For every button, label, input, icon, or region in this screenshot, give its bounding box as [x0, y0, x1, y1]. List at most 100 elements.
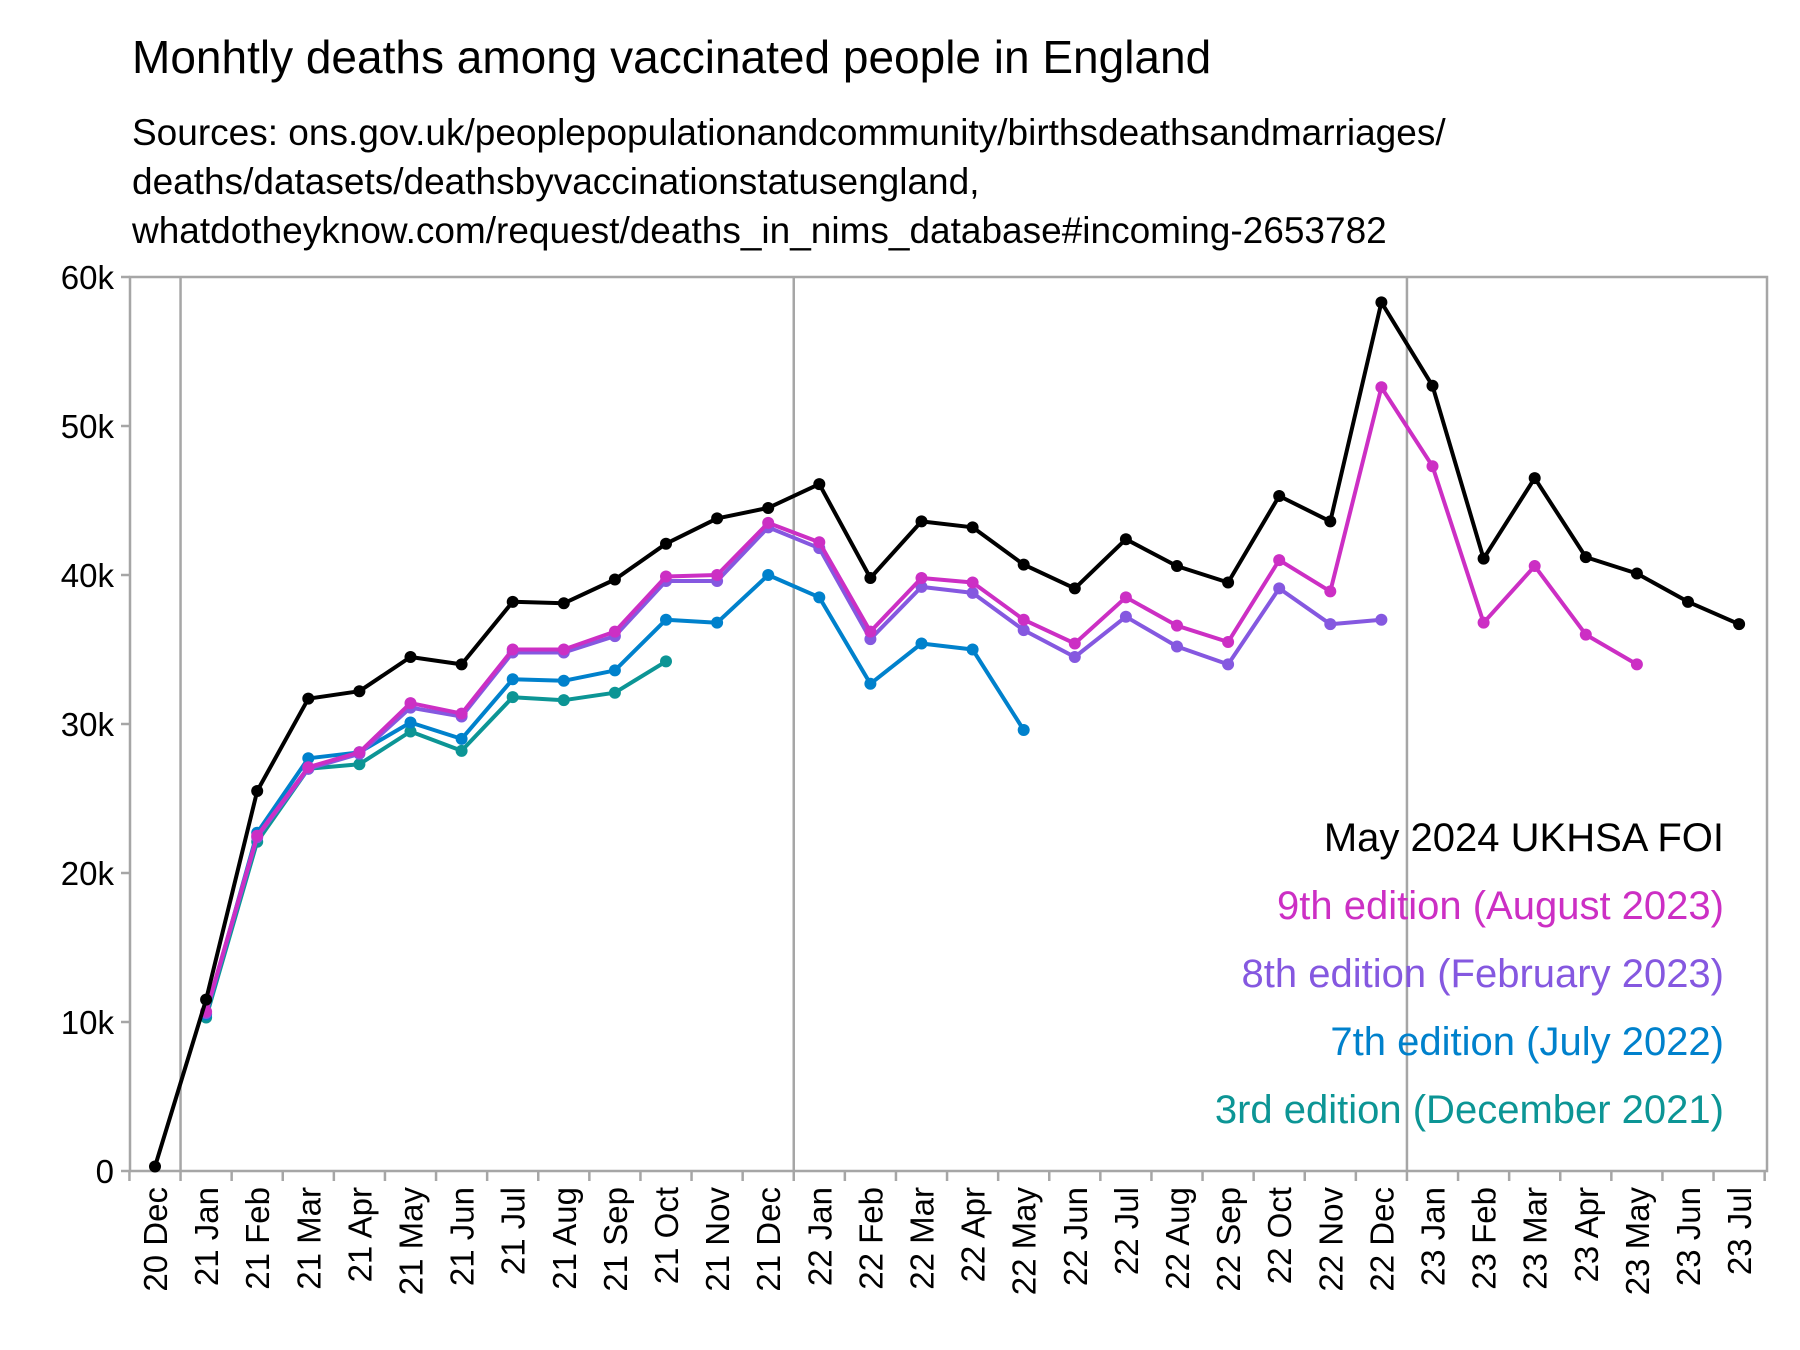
data-point [1630, 658, 1643, 671]
data-point [1630, 567, 1643, 580]
legend-entry: 7th edition (July 2022) [1330, 1020, 1724, 1064]
data-point [302, 761, 315, 774]
x-tick-label: 22 Dec [1363, 1187, 1400, 1292]
data-point [1017, 613, 1030, 626]
data-point [813, 478, 826, 491]
subtitle-line: deaths/datasets/deathsbyvaccinationstatu… [132, 161, 980, 202]
x-tick-label: 22 Sep [1210, 1187, 1247, 1292]
data-point [966, 521, 979, 534]
subtitle-line: whatdotheyknow.com/request/deaths_in_nim… [132, 210, 1387, 251]
legend-entry: 9th edition (August 2023) [1277, 884, 1724, 928]
data-point [660, 537, 672, 550]
data-point [813, 591, 826, 604]
data-point [404, 697, 417, 710]
x-tick-label: 20 Dec [137, 1187, 174, 1292]
y-tick-label: 0 [96, 1153, 114, 1190]
x-tick-label: 21 May [393, 1187, 430, 1296]
data-point [762, 569, 775, 581]
x-tick-label: 22 May [1006, 1187, 1043, 1296]
data-point [1426, 379, 1439, 392]
data-point [915, 637, 928, 650]
x-tick-label: 22 Apr [955, 1187, 992, 1282]
data-point [1579, 628, 1592, 641]
legend-entry: May 2024 UKHSA FOI [1324, 816, 1724, 860]
data-point [660, 613, 672, 626]
x-tick-label: 23 Apr [1568, 1187, 1605, 1282]
y-tick-label: 60k [61, 259, 115, 296]
data-point [966, 576, 979, 589]
x-tick-label: 22 Jan [801, 1187, 838, 1286]
data-point [1068, 650, 1081, 663]
subtitle-line: Sources: ons.gov.uk/peoplepopulationandc… [132, 112, 1446, 153]
data-point [660, 655, 672, 668]
y-tick-label: 50k [61, 408, 115, 445]
x-tick-label: 22 Nov [1312, 1187, 1349, 1292]
x-tick-label: 21 Oct [648, 1187, 685, 1284]
data-point [762, 501, 775, 514]
data-point [1273, 554, 1286, 567]
x-tick-label: 21 Apr [341, 1187, 378, 1282]
legend-entry: 3rd edition (December 2021) [1215, 1088, 1724, 1132]
data-point [1068, 582, 1081, 595]
x-tick-label: 21 Dec [750, 1187, 787, 1292]
data-point [353, 685, 366, 698]
year-divider-lines [179, 277, 1409, 1171]
data-point [1579, 551, 1592, 564]
x-tick-label: 21 Feb [239, 1187, 276, 1290]
data-point [1017, 558, 1030, 571]
data-point [608, 573, 621, 586]
data-point [1324, 515, 1337, 528]
data-point [1324, 618, 1337, 631]
data-point [1733, 618, 1746, 631]
x-tick-label: 22 Mar [904, 1187, 941, 1290]
data-point [1171, 560, 1183, 573]
x-tick-label: 22 Jun [1057, 1187, 1094, 1286]
x-tick-label: 21 Jul [495, 1187, 532, 1275]
chart-subtitle: Sources: ons.gov.uk/peoplepopulationandc… [132, 108, 1446, 255]
data-point [711, 569, 724, 581]
series-lines [149, 296, 1746, 1173]
data-point [1119, 591, 1132, 604]
data-point [1017, 723, 1030, 736]
data-point [149, 1160, 161, 1173]
data-point [200, 993, 213, 1006]
data-point [608, 625, 621, 638]
x-axis: 20 Dec 21 Jan 21 Feb 21 Mar 21 Apr 21 May 21 J… [128, 1171, 1766, 1296]
data-point [1273, 490, 1286, 503]
x-tick-label: 21 Sep [597, 1187, 634, 1292]
data-point [455, 744, 468, 757]
series [149, 296, 1746, 1173]
series-line [204, 525, 1382, 1014]
data-point [557, 643, 570, 656]
y-tick-label: 40k [61, 557, 115, 594]
data-point [1324, 585, 1337, 598]
data-point [251, 785, 264, 798]
data-point [711, 512, 724, 525]
data-point [506, 691, 519, 704]
series-line [204, 659, 668, 1019]
x-tick-label: 23 Jan [1415, 1187, 1452, 1286]
data-point [302, 692, 315, 705]
data-point [1068, 637, 1081, 650]
data-point [251, 829, 264, 842]
data-point [506, 643, 519, 656]
data-point [404, 650, 417, 663]
x-tick-label: 23 Jun [1670, 1187, 1707, 1286]
data-point [1477, 616, 1490, 629]
data-point [1528, 560, 1541, 573]
data-point [660, 570, 672, 583]
legend-entry: 8th edition (February 2023) [1242, 952, 1725, 996]
data-point [404, 725, 417, 738]
series-line [153, 300, 1740, 1168]
x-tick-label: 21 Nov [699, 1187, 736, 1292]
data-point [455, 732, 468, 745]
data-point [1222, 658, 1235, 671]
x-tick-label: 22 Aug [1159, 1187, 1196, 1290]
x-tick-label: 23 Feb [1466, 1187, 1503, 1290]
data-point [1119, 533, 1132, 546]
data-point [1171, 640, 1183, 653]
data-point [762, 516, 775, 529]
data-point [557, 597, 570, 610]
chart-title: Monhtly deaths among vaccinated people i… [132, 31, 1212, 83]
data-point [1528, 472, 1541, 485]
